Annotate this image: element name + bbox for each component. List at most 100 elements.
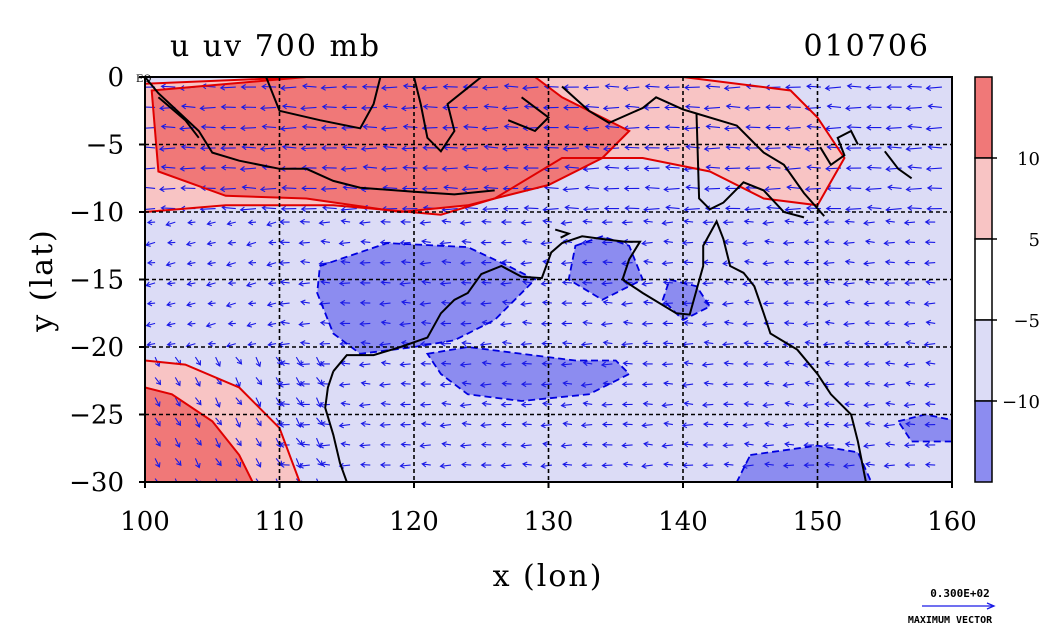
wind-vector-812 bbox=[295, 458, 302, 469]
wind-vector-329 bbox=[279, 219, 290, 225]
wind-vector-309 bbox=[227, 239, 236, 246]
wind-vector-125 bbox=[482, 206, 499, 213]
wind-vector-75 bbox=[342, 184, 357, 191]
wind-vector-248 bbox=[845, 145, 862, 152]
wind-vector-292 bbox=[166, 321, 176, 328]
wind-vector-391 bbox=[360, 421, 371, 427]
wind-vector-63 bbox=[320, 84, 337, 91]
wind-vector-665 bbox=[784, 441, 795, 448]
wind-vector-459 bbox=[481, 218, 492, 225]
coastline-9 bbox=[332, 219, 867, 482]
wind-vector-583 bbox=[661, 361, 673, 368]
wind-vector-392 bbox=[359, 442, 371, 449]
coastline-4 bbox=[507, 96, 551, 133]
wind-vector-409 bbox=[400, 259, 411, 266]
wind-vector-793 bbox=[255, 356, 262, 368]
wind-vector-147 bbox=[563, 84, 579, 91]
coastline-3 bbox=[413, 77, 482, 153]
wind-vector-91 bbox=[402, 83, 418, 90]
wind-vector-401 bbox=[380, 360, 391, 367]
wind-vector-672 bbox=[802, 321, 815, 327]
wind-vector-419 bbox=[399, 462, 411, 469]
wind-vector-195 bbox=[683, 206, 700, 213]
wind-vector-119 bbox=[481, 84, 499, 91]
wind-vector-636 bbox=[742, 381, 754, 388]
wind-vector-50 bbox=[281, 103, 297, 110]
wind-vector-298 bbox=[186, 301, 196, 308]
wind-vector-79 bbox=[362, 123, 378, 130]
wind-vectors bbox=[145, 83, 942, 482]
wind-vector-405 bbox=[379, 441, 391, 448]
wind-vector-796 bbox=[255, 417, 262, 427]
wind-vector-223 bbox=[766, 204, 781, 211]
wind-vector-644 bbox=[763, 279, 774, 286]
x-tick-label-2: 120 bbox=[389, 507, 439, 537]
wind-vector-257 bbox=[865, 186, 882, 193]
wind-vector-177 bbox=[644, 124, 660, 131]
wind-vector-532 bbox=[580, 381, 593, 388]
wind-vector-702 bbox=[844, 401, 855, 408]
colorbar-segment-1 bbox=[974, 157, 993, 240]
wind-vector-495 bbox=[521, 421, 532, 428]
wind-vector-729 bbox=[883, 422, 895, 429]
wind-vector-313 bbox=[227, 320, 236, 327]
wind-vector-204 bbox=[725, 103, 741, 110]
wind-vector-490 bbox=[521, 319, 532, 326]
wind-vector-297 bbox=[186, 280, 196, 287]
wind-vector-710 bbox=[863, 300, 875, 307]
wind-vector-624 bbox=[722, 401, 734, 408]
wind-vector-503 bbox=[540, 320, 552, 327]
wind-vector-66 bbox=[321, 144, 337, 151]
wind-vector-743 bbox=[903, 442, 916, 449]
wind-vector-742 bbox=[905, 421, 916, 428]
wind-vector-457 bbox=[459, 442, 472, 449]
wind-vector-162 bbox=[602, 105, 620, 112]
wind-vector-669 bbox=[803, 259, 815, 266]
wind-vector-779 bbox=[215, 356, 221, 367]
wind-vector-488 bbox=[521, 279, 532, 286]
wind-vector-550 bbox=[621, 219, 633, 226]
wind-vector-95 bbox=[402, 164, 418, 171]
wind-vector-679 bbox=[803, 462, 815, 469]
wind-vector-224 bbox=[785, 84, 801, 91]
wind-vector-751 bbox=[923, 341, 936, 348]
wind-vector-613 bbox=[702, 441, 714, 448]
wind-vector-99 bbox=[422, 103, 438, 110]
wind-vector-252 bbox=[865, 84, 882, 91]
wind-vector-328 bbox=[267, 341, 277, 348]
wind-vector-478 bbox=[501, 339, 512, 346]
wind-vector-28 bbox=[219, 84, 236, 91]
wind-vector-558 bbox=[621, 381, 633, 388]
wind-vector-557 bbox=[622, 360, 633, 367]
wind-vector-139 bbox=[523, 205, 539, 212]
wind-vector-594 bbox=[682, 320, 694, 326]
wind-vector-294 bbox=[187, 219, 196, 226]
wind-vector-435 bbox=[441, 259, 452, 265]
wind-vector-615 bbox=[722, 219, 734, 226]
wind-vector-540 bbox=[601, 280, 613, 287]
wind-vector-455 bbox=[459, 402, 472, 409]
wind-vector-429 bbox=[419, 401, 431, 408]
wind-vector-563 bbox=[642, 218, 653, 225]
wind-vector-746 bbox=[924, 239, 936, 246]
wind-vector-704 bbox=[844, 441, 855, 448]
wind-vector-17 bbox=[180, 144, 196, 151]
wind-vector-390 bbox=[358, 402, 371, 409]
region-strong_negative-6 bbox=[568, 236, 643, 300]
wind-vector-78 bbox=[360, 104, 378, 111]
wind-vector-586 bbox=[663, 420, 673, 427]
wind-vector-695 bbox=[844, 258, 855, 265]
wind-vector-321 bbox=[247, 341, 257, 348]
wind-vector-718 bbox=[864, 461, 875, 468]
wind-vector-652 bbox=[762, 442, 774, 449]
wind-vector-6 bbox=[145, 208, 156, 210]
wind-vector-507 bbox=[541, 400, 552, 407]
wind-vector-387 bbox=[360, 340, 371, 347]
wind-vector-172 bbox=[623, 165, 640, 172]
wind-vector-143 bbox=[543, 144, 559, 151]
wind-vector-700 bbox=[843, 361, 855, 368]
wind-vector-820 bbox=[316, 478, 319, 482]
wind-vector-415 bbox=[400, 380, 411, 387]
wind-vector-322 bbox=[266, 221, 277, 227]
